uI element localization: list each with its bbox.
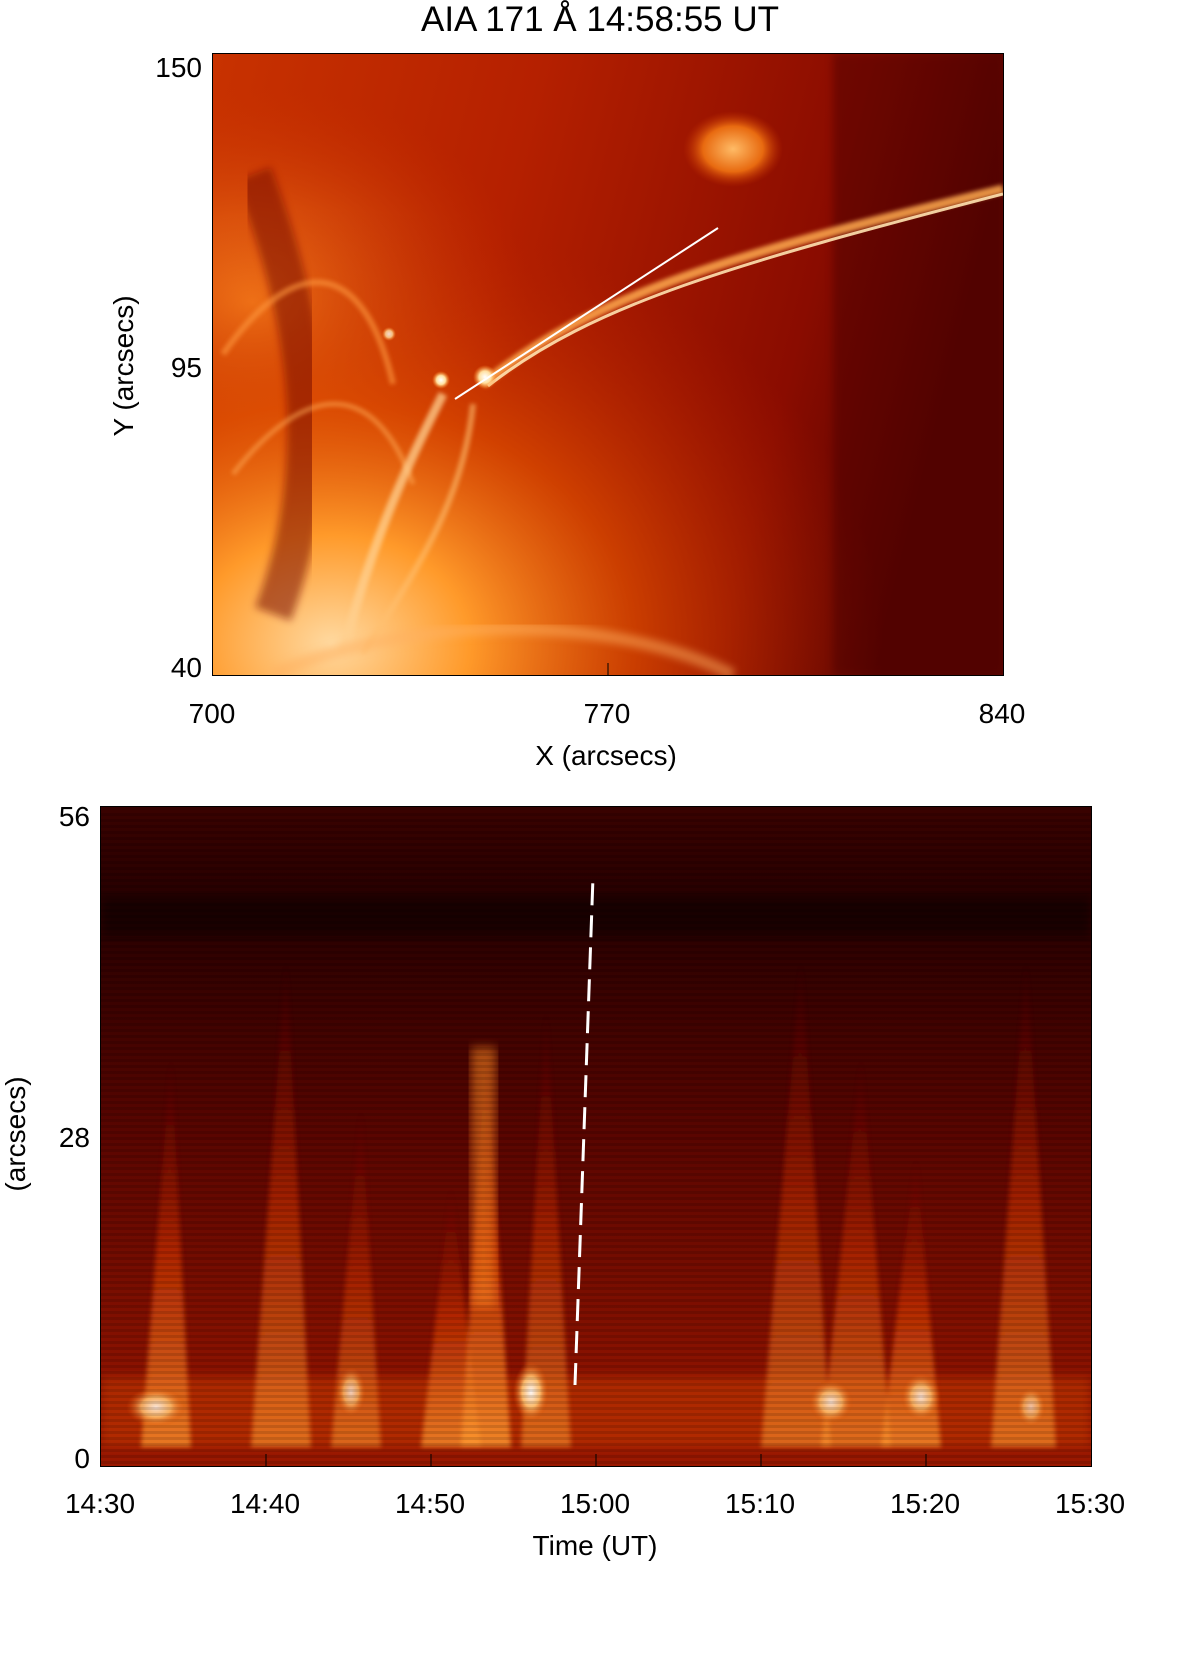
x-tick-label: 700 [188,698,236,729]
y-tick-label: 150 [155,52,202,83]
x-tick-label: 14:40 [229,1488,301,1519]
x-tick-label: 15:10 [724,1488,796,1519]
y-tick-label: 40 [170,652,202,683]
x-tick-label: 770 [583,698,631,729]
x-tick-label: 15:00 [559,1488,631,1519]
aia-171-image-panel [212,53,1004,676]
y-tick-label: 28 [58,1122,90,1153]
y-axis-label: Y (arcsecs) [108,295,139,437]
x-axis-label: Time (UT) [532,1530,658,1561]
time-distance-image [101,807,1091,1466]
x-axis-label: X (arcsecs) [535,740,677,771]
x-tick-label: 14:30 [64,1488,136,1519]
x-tick-label: 15:30 [1054,1488,1126,1519]
y-tick-label: 0 [74,1443,90,1474]
x-tick-label: 14:50 [394,1488,466,1519]
y-tick-label: 56 [58,801,90,832]
y-tick-label: 95 [170,352,202,383]
x-tick-label: 840 [978,698,1026,729]
y-axis-label: (arcsecs) [0,1076,31,1192]
figure-title: AIA 171 Å 14:58:55 UT [420,0,779,39]
x-tick-label: 15:20 [889,1488,961,1519]
aia-171-image [213,54,1003,675]
time-distance-plot [100,806,1092,1467]
